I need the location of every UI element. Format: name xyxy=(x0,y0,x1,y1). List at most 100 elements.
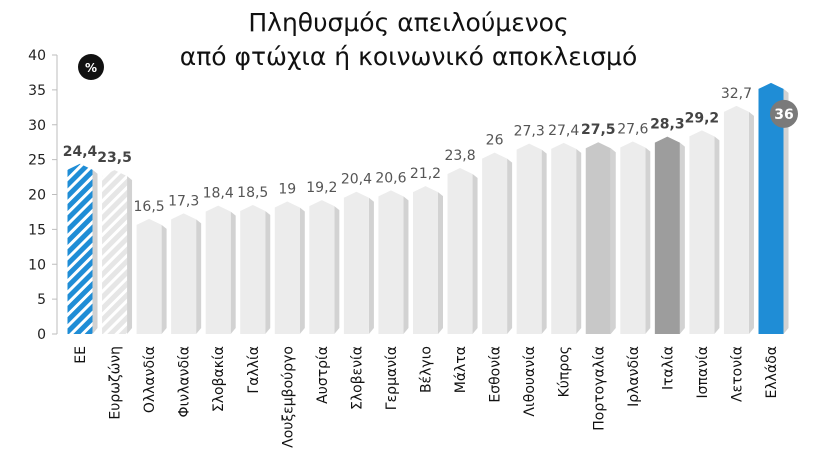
bar xyxy=(240,204,271,334)
value-label: 27,6 xyxy=(617,121,648,137)
bar-body xyxy=(620,141,646,334)
bar xyxy=(343,191,374,334)
category-label: Σλοβακία xyxy=(211,346,227,412)
value-label: 16,5 xyxy=(134,199,165,215)
y-tick-label: 35 xyxy=(28,83,46,99)
bar-body xyxy=(654,136,680,334)
category-label: Λουξεμβούργο xyxy=(280,346,296,448)
y-tick-label: 20 xyxy=(28,188,46,204)
bar-shadow xyxy=(230,211,236,334)
bar-body xyxy=(689,130,715,334)
bar-body xyxy=(102,170,128,334)
bar xyxy=(413,186,443,334)
bar-shadow xyxy=(299,207,305,334)
bar-body xyxy=(447,167,473,334)
bar-body xyxy=(378,190,404,334)
bar xyxy=(585,142,616,334)
category-label: Γερμανία xyxy=(384,346,400,410)
value-label: 26 xyxy=(486,133,504,149)
y-tick-label: 0 xyxy=(37,327,46,343)
category-label: Πορτογαλία xyxy=(591,346,607,431)
bar-body xyxy=(205,205,231,334)
chart-title: Πληθυσμός απειλούμενος xyxy=(248,8,569,37)
bar-body xyxy=(551,142,577,334)
percent-badge-label: % xyxy=(85,61,97,75)
bar-shadow xyxy=(748,111,754,334)
bar-shadow xyxy=(403,196,409,334)
bar-body xyxy=(723,105,749,334)
bar-shadow xyxy=(507,158,513,334)
bar xyxy=(516,143,547,334)
category-label: Βέλγιο xyxy=(419,346,435,393)
value-label: 19,2 xyxy=(306,180,337,196)
bar xyxy=(67,163,98,334)
y-tick-label: 15 xyxy=(28,222,46,238)
bar-body xyxy=(309,200,335,334)
category-label: Κύπρος xyxy=(557,346,573,397)
category-label: Λιθουανία xyxy=(522,346,538,417)
value-label: 18,5 xyxy=(237,185,268,201)
category-label: Εσθονία xyxy=(488,346,504,403)
bar xyxy=(274,201,305,334)
bar xyxy=(654,136,685,334)
percent-badge xyxy=(78,54,104,80)
category-label: Ισπανία xyxy=(695,346,711,398)
bar xyxy=(171,213,202,334)
bar xyxy=(136,218,167,334)
value-label: 27,3 xyxy=(514,124,545,140)
bar xyxy=(723,105,754,334)
value-label: 19 xyxy=(278,181,296,197)
category-label: Ελλάδα xyxy=(764,346,780,398)
bar-shadow xyxy=(265,210,271,334)
bar-body xyxy=(758,82,784,335)
bar xyxy=(102,170,133,334)
y-tick-label: 40 xyxy=(28,48,46,64)
bar-shadow xyxy=(334,206,340,334)
value-badge-circle xyxy=(770,99,798,128)
bar xyxy=(205,205,236,334)
category-label: ΕΕ xyxy=(73,346,89,364)
bar xyxy=(447,167,478,334)
category-label: Ευρωζώνη xyxy=(108,346,124,420)
bar-shadow xyxy=(127,176,133,334)
value-label: 23,5 xyxy=(97,150,132,166)
bar-shadow xyxy=(368,197,374,334)
value-label: 23,8 xyxy=(444,148,475,164)
chart-subtitle: από φτώχια ή κοινωνικό αποκλεισμό xyxy=(179,42,638,71)
bar-body xyxy=(274,201,300,334)
bar-body xyxy=(413,186,438,334)
bar xyxy=(551,142,582,334)
bar-shadow xyxy=(576,148,582,334)
bar-body xyxy=(240,204,266,334)
category-label: Λετονία xyxy=(729,346,745,402)
bar-body xyxy=(516,143,542,334)
value-label: 20,4 xyxy=(341,172,372,188)
bar xyxy=(689,130,720,334)
value-label: 32,7 xyxy=(721,86,752,102)
bar xyxy=(620,141,651,334)
bar-shadow xyxy=(714,136,720,334)
y-tick-label: 30 xyxy=(28,118,46,134)
y-tick-label: 25 xyxy=(28,153,46,169)
category-label: Ολλανδία xyxy=(142,346,158,413)
bar-shadow xyxy=(438,192,443,334)
bar-body xyxy=(171,213,197,334)
bar-shadow xyxy=(196,219,202,334)
y-tick-label: 10 xyxy=(28,257,46,273)
bar-shadow xyxy=(161,224,167,334)
value-label: 29,2 xyxy=(685,110,720,126)
bar-body xyxy=(136,218,162,334)
value-label: 21,2 xyxy=(410,166,441,182)
value-label: 17,3 xyxy=(168,193,199,209)
value-label: 24,4 xyxy=(63,144,98,160)
category-label: Αυστρία xyxy=(315,346,331,404)
bar-shadow xyxy=(679,142,685,334)
value-label: 27,5 xyxy=(581,122,616,138)
bar xyxy=(378,190,409,334)
value-label: 28,3 xyxy=(650,117,685,133)
bar xyxy=(482,152,513,334)
category-label: Φινλανδία xyxy=(177,346,193,417)
bar-shadow xyxy=(541,149,547,334)
y-tick-label: 5 xyxy=(37,292,46,308)
